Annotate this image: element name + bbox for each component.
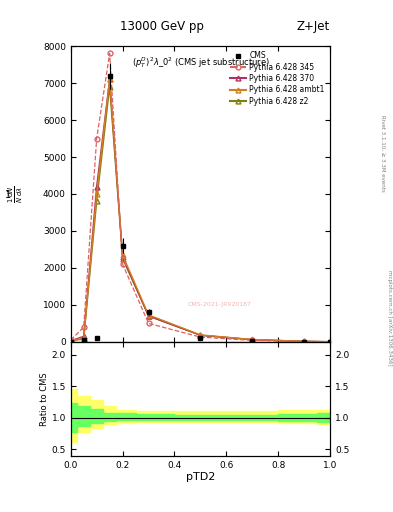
Legend: CMS, Pythia 6.428 345, Pythia 6.428 370, Pythia 6.428 ambt1, Pythia 6.428 z2: CMS, Pythia 6.428 345, Pythia 6.428 370,… — [228, 50, 326, 107]
X-axis label: pTD2: pTD2 — [186, 472, 215, 482]
Text: CMS-2021-JR920187: CMS-2021-JR920187 — [187, 303, 252, 307]
Text: $(p_T^D)^2\lambda\_0^2$ (CMS jet substructure): $(p_T^D)^2\lambda\_0^2$ (CMS jet substru… — [132, 55, 269, 70]
Text: Z+Jet: Z+Jet — [297, 20, 330, 33]
Text: 13000 GeV pp: 13000 GeV pp — [119, 20, 204, 33]
Text: 1: 1 — [5, 189, 11, 200]
Text: $\frac{1}{N}\frac{dN}{d\lambda}$: $\frac{1}{N}\frac{dN}{d\lambda}$ — [7, 186, 25, 203]
Text: mcplots.cern.ch [arXiv:1306.3436]: mcplots.cern.ch [arXiv:1306.3436] — [387, 270, 391, 365]
Y-axis label: Ratio to CMS: Ratio to CMS — [40, 372, 49, 425]
Text: Rivet 3.1.10, ≥ 3.3M events: Rivet 3.1.10, ≥ 3.3M events — [381, 115, 386, 192]
